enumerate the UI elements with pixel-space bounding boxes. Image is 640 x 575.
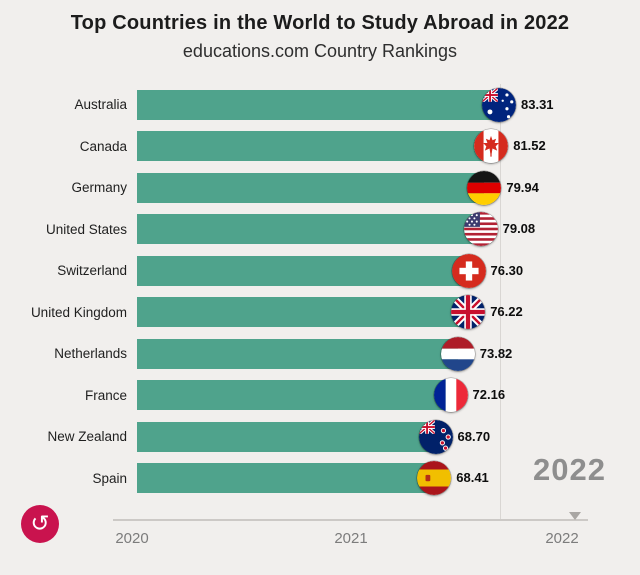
- country-label: Spain: [92, 470, 127, 486]
- country-label: France: [84, 387, 127, 403]
- time-axis-line: [113, 519, 588, 521]
- bar-track: 68.41: [137, 461, 640, 496]
- value-bar: [137, 297, 469, 328]
- country-label: Canada: [79, 138, 127, 154]
- flag-au-icon: [482, 87, 516, 122]
- value-label: 76.22: [490, 304, 523, 320]
- value-label: 79.08: [502, 221, 536, 237]
- value-label: 68.70: [457, 428, 491, 444]
- value-bar: [137, 131, 492, 162]
- value-label: 76.30: [490, 262, 524, 278]
- bar-row: United Kingdom 76.22: [0, 292, 640, 334]
- year-watermark: 2022: [533, 452, 606, 487]
- country-label: Australia: [74, 97, 127, 113]
- value-label: 72.16: [472, 387, 506, 403]
- bar-row: Australia 83.31: [0, 84, 640, 126]
- country-label: United Kingdom: [30, 304, 127, 320]
- bar-row: Canada 81.52: [0, 126, 640, 168]
- bar-track: 76.22: [137, 295, 640, 330]
- value-bar: [137, 89, 499, 120]
- value-label: 81.52: [513, 138, 546, 154]
- bar-rows: Australia 83.31 Canada 81.52 Germany 79.94 Uni…: [0, 84, 640, 499]
- value-label: 79.94: [506, 179, 539, 195]
- bar-track: 72.16: [137, 378, 640, 413]
- value-bar: [137, 255, 469, 286]
- bar-track: 81.52: [137, 129, 640, 164]
- value-bar: [137, 463, 435, 494]
- chart-subtitle: educations.com Country Rankings: [182, 41, 458, 61]
- flag-ca-icon: [474, 129, 509, 164]
- bar-track: 73.82: [137, 336, 640, 371]
- flag-fr-icon: [433, 378, 468, 413]
- country-label: Germany: [71, 180, 127, 196]
- time-axis-tick-2022: 2022: [545, 530, 579, 547]
- value-label: 73.82: [479, 345, 513, 361]
- flag-es-icon: [417, 461, 452, 496]
- bar-row: Spain 68.41: [0, 458, 640, 500]
- replay-button[interactable]: ↺: [21, 505, 59, 543]
- flag-nz-icon: [418, 419, 453, 454]
- value-bar: [137, 380, 451, 411]
- chart-title: Top Countries in the World to Study Abro…: [70, 12, 570, 34]
- bar-track: 68.70: [137, 419, 640, 454]
- country-label: Netherlands: [54, 346, 127, 362]
- flag-ch-icon: [451, 253, 486, 288]
- bar-row: Germany 79.94: [0, 167, 640, 209]
- bar-row: Switzerland 76.30: [0, 250, 640, 292]
- value-gridline: [500, 84, 501, 519]
- value-label: 83.31: [521, 96, 554, 112]
- bar-track: 79.94: [137, 170, 640, 205]
- flag-de-icon: [467, 170, 502, 205]
- replay-icon: ↺: [30, 511, 50, 537]
- country-label: United States: [45, 221, 127, 237]
- flag-gb-icon: [451, 295, 486, 330]
- flag-nl-icon: [440, 336, 475, 371]
- bar-track: 79.08: [137, 212, 640, 247]
- bar-track: 76.30: [137, 253, 640, 288]
- bar-row: France 72.16: [0, 375, 640, 417]
- bar-row: United States 79.08: [0, 209, 640, 251]
- value-bar: [137, 172, 485, 203]
- flag-us-icon: [463, 212, 498, 247]
- bar-row: Netherlands 73.82: [0, 333, 640, 375]
- chart-header: Top Countries in the World to Study Abro…: [0, 12, 640, 62]
- value-label: 68.41: [456, 470, 489, 486]
- country-label: New Zealand: [47, 429, 127, 445]
- bar-row: New Zealand 68.70: [0, 416, 640, 458]
- time-axis-tick-2021: 2021: [334, 530, 368, 547]
- time-slider-handle[interactable]: [569, 512, 581, 520]
- value-bar: [137, 338, 458, 369]
- value-bar: [137, 421, 436, 452]
- value-bar: [137, 214, 481, 245]
- bar-track: 83.31: [137, 87, 640, 122]
- time-axis-tick-2020: 2020: [115, 530, 149, 547]
- country-label: Switzerland: [57, 263, 127, 279]
